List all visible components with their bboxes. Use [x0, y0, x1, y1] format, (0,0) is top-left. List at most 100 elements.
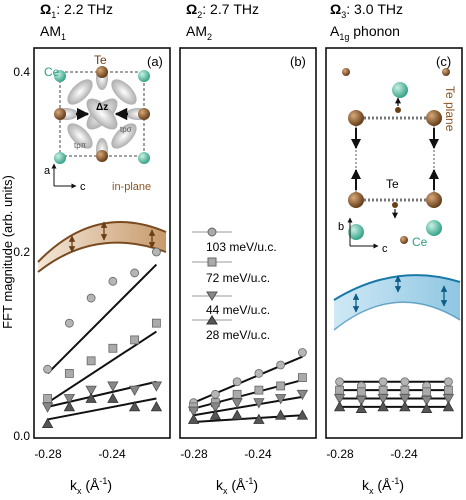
band-edge — [37, 221, 167, 263]
data-point-circle — [232, 377, 242, 387]
panel-a-omega: Ω — [40, 1, 51, 17]
data-point-triangle-up — [399, 401, 411, 412]
legend-label: 44 meV/u.c. — [206, 303, 270, 317]
data-point-triangle-up — [296, 409, 309, 420]
data-point-square — [443, 385, 453, 395]
inset-c-te-plane: Te plane Te Ce b c — [338, 68, 457, 255]
data-point-square — [64, 368, 74, 378]
data-point-triangle-down — [107, 381, 119, 392]
data-point-triangle-up — [231, 409, 243, 420]
panel-c-mode: A — [330, 23, 340, 39]
ytick-label: 0.0 — [13, 429, 30, 443]
panel-a-frame — [33, 47, 171, 439]
inset-a-lattice: Ce Te Δz tpπ tpσ a c in-plane — [44, 53, 151, 193]
ce-atom — [138, 152, 150, 164]
panel-b-mode: AM — [186, 23, 207, 39]
panel-b-frame — [179, 47, 317, 439]
ytick-label: 0.4 — [13, 65, 30, 79]
svg-text:Ω3: 3.0 THz: Ω3: 3.0 THz — [330, 1, 403, 20]
panel-a-freq: : 2.2 THz — [56, 1, 113, 17]
data-point-square — [297, 373, 307, 382]
data-point-square — [254, 385, 264, 395]
data-point-triangle-down — [420, 395, 433, 407]
ce-label: Ce — [412, 235, 428, 249]
te-label: Te — [94, 53, 107, 67]
ytick-label: 0.2 — [13, 245, 30, 259]
panel-c-omega-sub: 3 — [341, 10, 346, 20]
data-point-triangle-up — [355, 402, 368, 413]
panel-c-omega: Ω — [330, 1, 341, 17]
panel-b-omega-sub: 2 — [197, 10, 202, 20]
dz-label: Δz — [96, 102, 108, 113]
data-point-circle — [400, 377, 410, 387]
data-point-circle — [108, 276, 118, 286]
data-point-triangle-down — [296, 389, 309, 401]
panel-b-omega: Ω — [186, 1, 197, 17]
panel-c-frame — [325, 47, 463, 439]
legend-marker-circle — [207, 227, 217, 237]
xtick-label: -0.28 — [34, 447, 62, 461]
in-plane-label: in-plane — [112, 181, 151, 193]
te-atom — [138, 108, 150, 120]
ce-atom — [138, 70, 150, 82]
axis-b-label: b — [338, 221, 344, 233]
svg-text:Ω2: 2.7 THz: Ω2: 2.7 THz — [186, 1, 259, 20]
data-point-square — [400, 385, 410, 395]
ce-atom — [392, 82, 408, 98]
data-point-circle — [254, 368, 264, 378]
te-atom — [54, 108, 66, 120]
data-point-circle — [43, 364, 52, 374]
xtick-label: -0.24 — [244, 447, 272, 461]
panel-a-mode-sub: 1 — [61, 32, 66, 42]
ce-label: Ce — [44, 65, 60, 79]
band-fill — [38, 222, 166, 272]
data-point-triangle-down — [85, 385, 97, 396]
data-point-square — [151, 318, 161, 328]
data-point-square — [86, 356, 96, 366]
data-point-triangle-down — [41, 402, 54, 413]
tppi-label: tpπ — [74, 141, 87, 150]
x-tick-labels: -0.28 -0.24 -0.28 -0.24 -0.28 -0.24 — [34, 447, 418, 461]
fit-line — [46, 263, 158, 375]
data-point-square — [108, 343, 118, 353]
data-point-square — [378, 385, 388, 395]
ce-atom — [54, 152, 66, 164]
data-point-circle — [297, 348, 307, 357]
band-fill — [334, 275, 460, 330]
data-point-triangle-up — [377, 401, 389, 412]
legend: 103 meV/u.c. 72 meV/u.c. 44 meV/u.c. 28 … — [192, 227, 277, 342]
panel-b-freq: : 2.7 THz — [202, 1, 259, 17]
data-point-triangle-down — [209, 402, 222, 413]
data-point-triangle-down — [128, 385, 141, 396]
te-atom-small — [442, 68, 450, 76]
data-point-triangle-up — [128, 401, 141, 412]
data-point-square — [422, 387, 432, 397]
svg-text:AM2: AM2 — [186, 23, 212, 42]
ce-atom — [348, 224, 364, 240]
axis-c-label: c — [80, 181, 86, 193]
panel-c-data — [333, 377, 455, 413]
ce-atom — [54, 70, 66, 82]
amplitude-band-c — [333, 274, 461, 331]
data-point-triangle-up — [274, 409, 287, 420]
data-point-square — [130, 335, 140, 345]
data-point-triangle-down — [399, 394, 411, 405]
data-point-triangle-up — [420, 402, 433, 413]
panel-c-letter: (c) — [436, 54, 451, 69]
panel-b-letter: (b) — [290, 54, 306, 69]
legend-marker-square — [207, 257, 217, 267]
panel-c-mode-suffix: phonon — [349, 23, 400, 39]
legend-label: 28 meV/u.c. — [206, 328, 270, 342]
legend-label: 103 meV/u.c. — [206, 240, 277, 254]
data-point-triangle-down — [333, 394, 346, 405]
data-point-circle — [378, 377, 388, 387]
data-point-circle — [443, 377, 453, 387]
data-point-triangle-down — [377, 394, 389, 405]
panel-c-freq: : 3.0 THz — [346, 1, 403, 17]
te-atom — [426, 110, 442, 126]
data-point-circle — [276, 360, 286, 370]
xtick-label: -0.24 — [98, 447, 126, 461]
svg-text:AM1: AM1 — [40, 23, 66, 42]
data-point-triangle-up — [41, 417, 54, 429]
data-point-triangle-up — [63, 401, 76, 412]
